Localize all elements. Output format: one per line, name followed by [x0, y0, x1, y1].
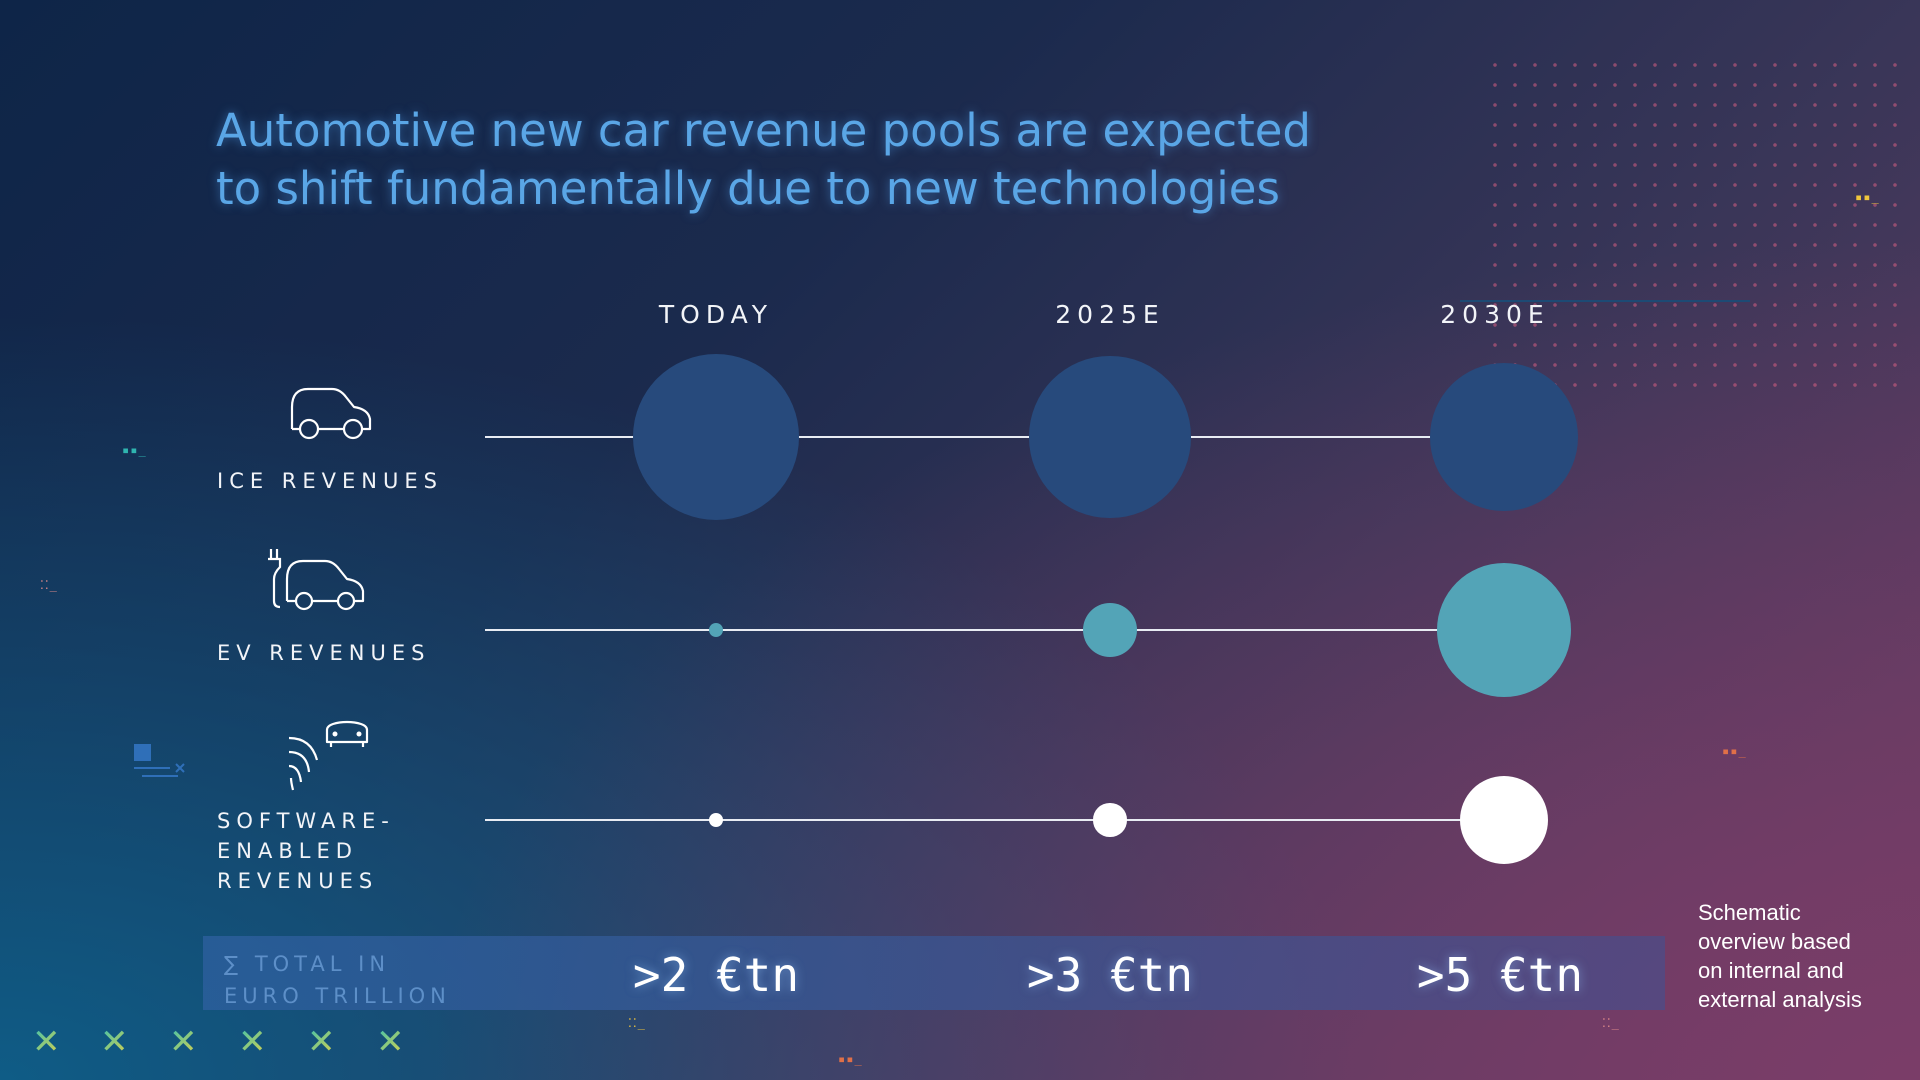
total-value-2025e: >3 €tn [1026, 948, 1194, 1002]
timeline-line [485, 629, 1504, 631]
revenue-bubble [1430, 363, 1578, 511]
x-decoration-icon: ✕ [100, 1022, 129, 1062]
row-label-ev-revenues: EV REVENUES [217, 641, 431, 665]
page-title: Automotive new car revenue pools are exp… [216, 104, 1311, 215]
revenue-bubble [1460, 776, 1548, 864]
total-label: ∑ TOTAL IN EURO TRILLION [224, 948, 451, 1012]
column-header-2030e: 2030E [1440, 300, 1550, 329]
decorative-square-icon [134, 744, 185, 777]
row-label-line: ENABLED [217, 839, 358, 863]
note-line: on internal and [1698, 958, 1844, 983]
row-label-ice-revenues: ICE REVENUES [217, 469, 443, 493]
decorative-mark: ▪▪_ [122, 443, 147, 457]
column-header-today: TODAY [658, 300, 774, 329]
note-line: overview based [1698, 929, 1851, 954]
x-decoration-icon: ✕ [169, 1022, 198, 1062]
decorative-mark: ▪▪_ [1855, 190, 1880, 204]
revenue-bubble [633, 354, 799, 520]
revenue-bubble [1093, 803, 1127, 837]
row-label-line: REVENUES [217, 869, 379, 893]
note-line: Schematic [1698, 900, 1801, 925]
revenue-bubble [1436, 562, 1572, 698]
x-decoration-icon: ✕ [307, 1022, 336, 1062]
decorative-mark: ▪▪_ [1722, 744, 1747, 758]
decorative-mark: ▪▪_ [838, 1052, 863, 1066]
timeline-line [485, 819, 1504, 821]
revenue-bubble [1029, 356, 1191, 518]
x-decoration-icon: ✕ [238, 1022, 267, 1062]
decorative-mark: ⁚⁚_ [628, 1016, 646, 1030]
schematic-note: Schematic overview based on internal and… [1698, 898, 1898, 1014]
totals-bar [203, 936, 1665, 1010]
column-header-2025e: 2025E [1055, 300, 1165, 329]
dot-grid-decoration [1485, 55, 1905, 395]
connected-car-icon [288, 720, 369, 791]
ev-car-icon [268, 549, 365, 611]
revenue-bubble [709, 623, 723, 637]
car-icon [290, 387, 372, 440]
note-line: external analysis [1698, 987, 1862, 1012]
total-label-line: ∑ TOTAL IN [224, 952, 391, 976]
total-value-today: >2 €tn [632, 948, 800, 1002]
total-label-line: EURO TRILLION [224, 984, 451, 1008]
row-label-software-enabled-revenues: SOFTWARE- ENABLED REVENUES [217, 806, 395, 896]
x-decoration-icon: ✕ [376, 1022, 405, 1062]
row-label-line: SOFTWARE- [217, 809, 395, 833]
timeline-line [485, 436, 1504, 438]
decorative-line [1460, 300, 1750, 302]
decorative-mark: ⁚⁚_ [1602, 1016, 1620, 1030]
revenue-bubble [1082, 602, 1138, 658]
decorative-mark: ⁚⁚_ [40, 578, 58, 592]
revenue-bubble [709, 813, 723, 827]
total-value-2030e: >5 €tn [1416, 948, 1584, 1002]
x-decoration-icon: ✕ [32, 1022, 61, 1062]
